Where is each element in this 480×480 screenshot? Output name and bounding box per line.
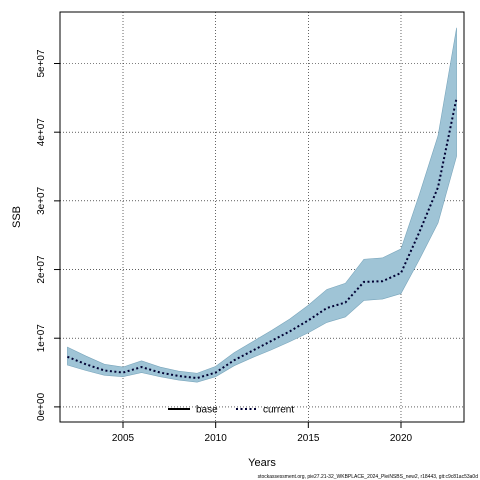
y-axis-title: SSB [11,206,23,228]
y-tick-label: 2e+07 [36,255,47,284]
y-tick-label: 4e+07 [36,118,47,147]
y-tick-label: 1e+07 [36,324,47,353]
grid-lines [60,12,464,422]
y-axis-ticks: 0e+00 1e+07 2e+07 3e+07 4e+07 5e+07 [36,49,60,421]
series-line-current [67,97,458,380]
series-line-layer [67,97,458,380]
legend-label-base: base [196,405,218,416]
source-footnote: stockassessment.org, pie27.21-32_WKBPLAC… [258,474,479,480]
legend-label-current: current [263,405,294,416]
confidence-band [67,27,457,383]
x-axis-ticks: 2005 2010 2015 2020 [112,422,413,444]
confidence-band-layer [67,27,457,383]
y-tick-label: 0e+00 [36,392,47,421]
x-tick-label: 2015 [297,433,320,444]
y-tick-label: 5e+07 [36,49,47,78]
x-axis-title: Years [248,457,276,469]
x-tick-label: 2020 [390,433,413,444]
x-tick-label: 2005 [112,433,135,444]
x-tick-label: 2010 [205,433,228,444]
y-tick-label: 3e+07 [36,186,47,215]
plot-frame [59,11,465,423]
legend: base current [168,405,294,416]
